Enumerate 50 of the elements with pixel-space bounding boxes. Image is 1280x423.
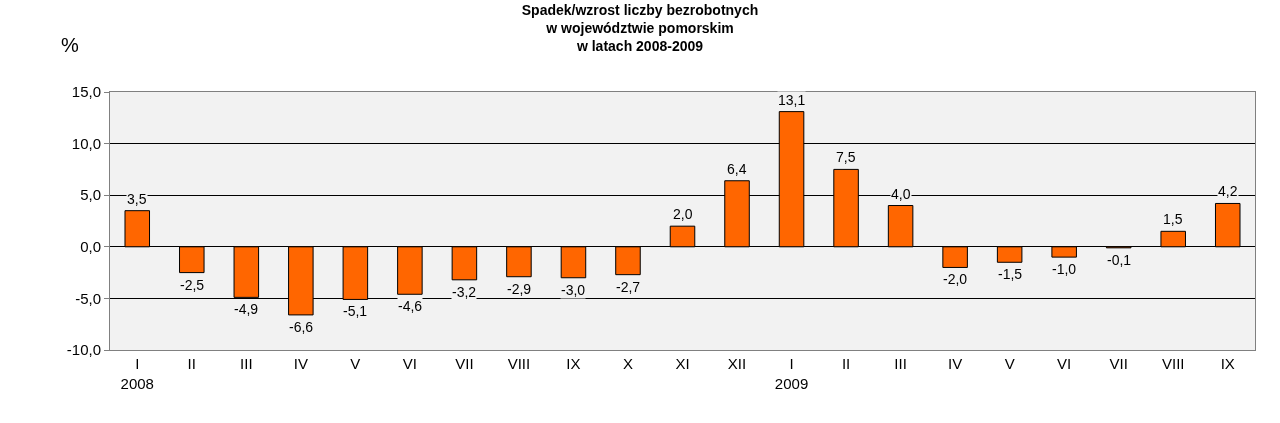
data-label: -6,6 (289, 319, 314, 335)
x-tick-label: IX (1220, 355, 1235, 372)
x-tick-label: VIII (507, 355, 531, 372)
data-label: 6,4 (727, 161, 747, 177)
x-tick-label: XI (675, 355, 690, 372)
y-tick-label: 10,0 (71, 134, 101, 152)
data-label: 7,5 (836, 149, 856, 165)
y-tick-label: 15,0 (71, 83, 101, 101)
data-label: 4,2 (1218, 183, 1238, 199)
data-label: -1,0 (1052, 261, 1077, 277)
x-tick-label: V (350, 355, 361, 372)
x-tick-label: IX (566, 355, 581, 372)
y-axis-title: % (61, 34, 79, 56)
x-tick-label: X (622, 355, 633, 372)
data-label: -4,6 (398, 298, 423, 314)
data-label: -2,9 (507, 281, 532, 297)
data-label: -0,1 (1107, 252, 1132, 268)
x-tick-label: III (240, 355, 253, 372)
data-label: -3,2 (452, 284, 477, 300)
x-tick-label: III (894, 355, 907, 372)
x-tick-label: VI (1057, 355, 1072, 372)
x-tick-label: XII (727, 355, 747, 372)
data-label: -2,0 (943, 271, 968, 287)
data-label: 13,1 (778, 92, 806, 108)
chart-title: Spadek/wzrost liczby bezrobotnych w województwie pomorskim w latach 2008-2009 (521, 1, 759, 55)
data-label: -4,9 (234, 301, 259, 317)
data-label: 1,5 (1163, 211, 1183, 227)
x-tick-label: I 2008 (120, 355, 154, 392)
x-tick-label: V (1004, 355, 1015, 372)
y-tick-label: -10,0 (66, 341, 101, 359)
x-tick-label: I 2009 (774, 355, 809, 392)
data-label: -1,5 (998, 266, 1023, 282)
data-label: 3,5 (127, 191, 147, 207)
x-tick-label: II (187, 355, 196, 372)
x-tick-label: VIII (1161, 355, 1185, 372)
y-tick-label: 0,0 (80, 238, 101, 256)
x-tick-label: VII (1109, 355, 1128, 372)
data-label: -2,5 (180, 277, 205, 293)
x-tick-label: VI (402, 355, 417, 372)
x-tick-label: IV (948, 355, 963, 372)
y-tick-label: 5,0 (80, 186, 101, 204)
data-label: 4,0 (891, 186, 911, 202)
data-label: -3,0 (561, 282, 586, 298)
data-label: 2,0 (673, 206, 693, 222)
data-label: -5,1 (343, 303, 368, 319)
x-tick-label: VII (455, 355, 474, 372)
data-label: -2,7 (616, 279, 641, 295)
x-tick-label: IV (293, 355, 308, 372)
y-tick-label: -5,0 (75, 289, 101, 307)
x-tick-label: II (841, 355, 851, 372)
